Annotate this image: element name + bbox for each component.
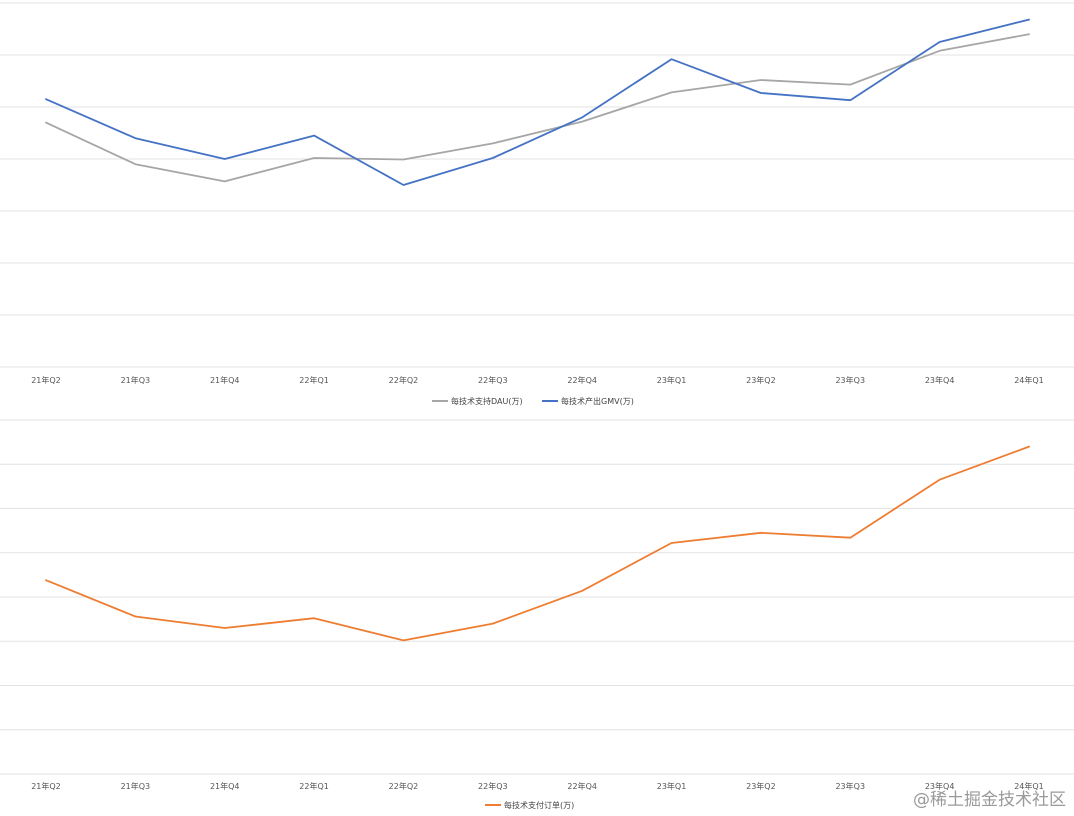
x-tick-label: 21年Q3 — [121, 375, 151, 385]
top-legend: 每技术支持DAU(万) 每技术产出GMV(万) — [432, 396, 634, 406]
bottom-series-group — [45, 445, 1030, 642]
x-tick-label: 23年Q3 — [835, 781, 865, 791]
x-tick-label: 22年Q3 — [478, 375, 508, 385]
x-tick-label: 21年Q3 — [121, 781, 151, 791]
x-tick-label: 22年Q1 — [299, 375, 329, 385]
x-tick-label: 23年Q2 — [746, 375, 776, 385]
bottom-legend: 每技术支付订单(万) — [485, 800, 574, 810]
x-tick-label: 21年Q2 — [31, 375, 61, 385]
x-tick-label: 22年Q2 — [389, 781, 419, 791]
chart-bottom: 21年Q2 21年Q3 21年Q4 22年Q1 22年Q2 22年Q3 22年Q4 23年Q1… — [0, 419, 1074, 810]
bottom-gridlines — [0, 419, 1074, 775]
x-tick-label: 22年Q2 — [389, 375, 419, 385]
top-gridlines — [0, 2, 1074, 368]
x-tick-label: 22年Q1 — [299, 781, 329, 791]
x-tick-label: 23年Q1 — [657, 375, 687, 385]
x-tick-label: 21年Q4 — [210, 375, 240, 385]
top-series-group — [45, 18, 1030, 186]
x-tick-label: 22年Q4 — [567, 781, 597, 791]
x-tick-label: 24年Q1 — [1014, 375, 1044, 385]
x-tick-label: 21年Q4 — [210, 781, 240, 791]
legend-label: 每技术产出GMV(万) — [561, 396, 634, 406]
legend-label: 每技术支持DAU(万) — [451, 396, 523, 406]
x-tick-label: 22年Q4 — [567, 375, 597, 385]
legend-label: 每技术支付订单(万) — [504, 800, 574, 810]
series-line-2 — [45, 18, 1030, 186]
series-line-1 — [45, 445, 1030, 642]
x-tick-label: 23年Q1 — [657, 781, 687, 791]
x-tick-label: 21年Q2 — [31, 781, 61, 791]
x-tick-label: 22年Q3 — [478, 781, 508, 791]
x-tick-label: 23年Q3 — [835, 375, 865, 385]
x-tick-label: 24年Q1 — [1014, 781, 1044, 791]
bottom-x-axis-ticks: 21年Q2 21年Q3 21年Q4 22年Q1 22年Q2 22年Q3 22年Q4 23年Q1… — [31, 781, 1044, 791]
chart-top: 21年Q2 21年Q3 21年Q4 22年Q1 22年Q2 22年Q3 22年Q4 23年Q1… — [0, 2, 1074, 406]
watermark: @稀土掘金技术社区 — [913, 790, 1066, 810]
x-tick-label: 23年Q2 — [746, 781, 776, 791]
top-x-axis-ticks: 21年Q2 21年Q3 21年Q4 22年Q1 22年Q2 22年Q3 22年Q4 23年Q1… — [31, 375, 1044, 385]
x-tick-label: 23年Q4 — [925, 375, 955, 385]
series-line-1 — [45, 33, 1030, 183]
x-tick-label: 23年Q4 — [925, 781, 955, 791]
